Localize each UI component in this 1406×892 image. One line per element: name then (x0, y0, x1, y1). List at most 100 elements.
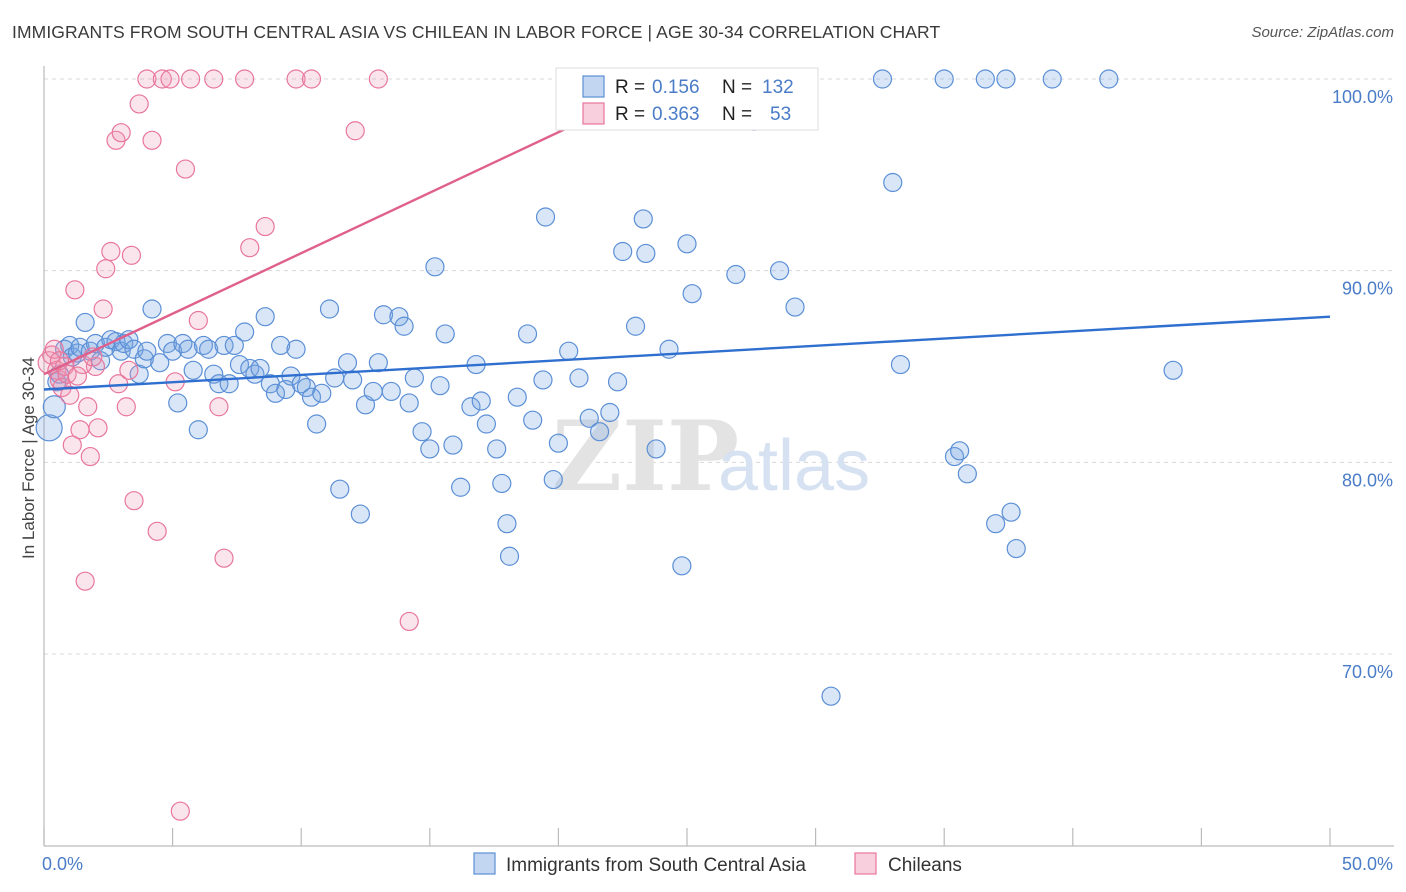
axes (43, 66, 1394, 847)
point-blue (535, 207, 556, 227)
point-blue (1001, 502, 1021, 522)
source-credit: Source: ZipAtlas.com (1251, 24, 1394, 41)
point-pink (181, 69, 201, 89)
point-blue (183, 360, 203, 380)
legend-n-label-2: N = (722, 104, 752, 125)
point-blue (533, 370, 553, 390)
point-blue (569, 368, 589, 388)
point-pink (286, 69, 306, 89)
point-blue (394, 316, 414, 336)
stats-legend: R = 0.156 N = 132 R = 0.363 N = 53 (555, 67, 819, 131)
point-blue (286, 339, 306, 359)
point-blue (1163, 360, 1183, 380)
point-blue (173, 333, 193, 354)
point-blue (975, 69, 995, 89)
legend-n-label-1: N = (722, 77, 752, 98)
point-pink (116, 397, 136, 417)
watermark-zip: ZIP (552, 400, 739, 513)
point-pink (235, 69, 255, 89)
legend-swatch-pink (582, 102, 605, 125)
legend-r-label-2: R = (615, 104, 645, 125)
x-tick-label-min: 0.0% (42, 854, 83, 874)
point-blue (168, 393, 188, 413)
point-blue (42, 395, 66, 419)
x-tick-label-max: 50.0% (1342, 854, 1393, 874)
point-blue (199, 339, 219, 359)
legend-r-value-2: 0.363 (652, 104, 700, 125)
point-pink (121, 245, 142, 265)
point-blue (600, 402, 620, 423)
point-blue (271, 335, 291, 356)
point-blue (607, 372, 628, 392)
point-blue (425, 257, 445, 277)
point-blue (163, 341, 183, 361)
point-blue (636, 243, 656, 264)
point-pink (67, 366, 88, 386)
point-pink (142, 130, 162, 150)
point-blue (337, 353, 358, 373)
point-blue (389, 307, 409, 327)
point-blue (548, 433, 569, 453)
watermark: ZIP atlas (552, 400, 870, 513)
point-pink (60, 385, 80, 405)
point-blue (1006, 538, 1026, 559)
point-blue (443, 435, 463, 455)
point-blue (883, 172, 903, 193)
point-blue (785, 297, 805, 317)
point-blue (229, 354, 250, 375)
point-pink (119, 360, 139, 380)
point-pink (240, 238, 260, 258)
point-blue (75, 312, 95, 333)
point-blue (235, 322, 255, 342)
point-blue (821, 686, 841, 706)
point-pink (78, 397, 98, 417)
y-tick-labels: 70.0% 80.0% 90.0% 100.0% (1332, 87, 1393, 682)
bottom-legend-swatch-blue (473, 852, 496, 875)
series-legend: Immigrants from South Central Asia Chile… (473, 852, 962, 876)
point-blue (307, 414, 327, 434)
point-pink (101, 241, 121, 262)
point-blue (543, 469, 563, 490)
point-pink (209, 397, 229, 417)
point-pink (170, 801, 190, 821)
point-blue (137, 341, 157, 361)
point-pink (70, 420, 90, 440)
point-blue (134, 349, 154, 369)
point-blue (499, 546, 520, 566)
point-pink (345, 121, 365, 141)
watermark-atlas: atlas (718, 426, 870, 506)
point-blue (682, 284, 702, 304)
point-blue (589, 422, 610, 442)
point-pink (214, 548, 234, 568)
trend-line-blue (43, 315, 1331, 391)
point-pink (129, 94, 149, 114)
point-blue (950, 441, 970, 461)
point-blue (399, 393, 419, 413)
point-blue (507, 387, 527, 407)
point-blue (677, 234, 697, 254)
y-tick-label: 70.0% (1342, 662, 1393, 682)
point-pink (80, 446, 100, 467)
point-blue (517, 324, 538, 344)
bottom-legend-label-blue: Immigrants from South Central Asia (506, 855, 806, 876)
legend-swatch-blue (582, 75, 605, 98)
point-pink (175, 159, 196, 179)
point-blue (476, 414, 496, 434)
point-blue (579, 408, 599, 428)
legend-box (555, 67, 819, 131)
point-blue (957, 464, 977, 484)
y-tick-label: 90.0% (1342, 279, 1393, 299)
point-pink (255, 216, 275, 237)
point-pink (147, 521, 167, 541)
point-blue (319, 299, 340, 319)
point-blue (265, 383, 286, 403)
point-blue (368, 353, 388, 373)
point-blue (769, 261, 790, 281)
point-blue (312, 383, 332, 403)
point-blue (986, 514, 1006, 534)
legend-n-value-2: 53 (770, 104, 791, 125)
point-blue (381, 381, 401, 402)
point-pink (62, 435, 82, 455)
point-pink (124, 491, 144, 511)
